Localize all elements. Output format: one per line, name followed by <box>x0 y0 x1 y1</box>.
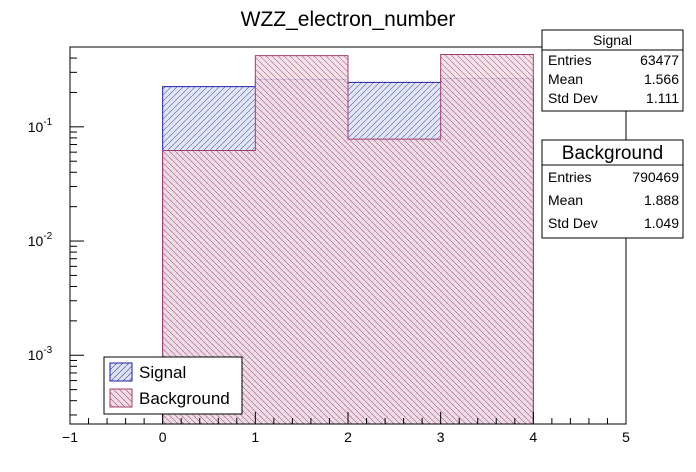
bar-background-1 <box>255 55 348 424</box>
stats-value: 790469 <box>632 169 679 185</box>
stats-label: Mean <box>548 71 583 87</box>
bar-background-3 <box>440 54 534 425</box>
x-tick-label: 3 <box>437 429 445 445</box>
x-tick-label: 0 <box>159 429 167 445</box>
stats-box-background: Background Entries 790469 Mean 1.888 Std Dev 1… <box>541 139 684 239</box>
stats-box-frame <box>541 139 684 239</box>
y-tick-label: 10-3 <box>28 345 53 363</box>
x-tick-label: 2 <box>344 429 352 445</box>
stats-label: Entries <box>548 169 592 185</box>
stats-box-title: Background <box>562 143 663 164</box>
stats-value: 1.111 <box>646 90 679 106</box>
legend: Signal Background <box>103 356 243 415</box>
legend-label-signal: Signal <box>139 363 186 382</box>
stats-value: 1.049 <box>644 215 679 231</box>
x-tick-label: 4 <box>529 429 537 445</box>
chart-title: WZZ_electron_number <box>241 8 456 31</box>
stats-value: 1.888 <box>644 192 679 208</box>
stats-label: Std Dev <box>548 215 598 231</box>
legend-label-background: Background <box>139 389 230 408</box>
stats-label: Mean <box>548 192 583 208</box>
x-tick-label: 1 <box>251 429 259 445</box>
bar-background-2 <box>348 139 441 424</box>
y-axis: 10-3 10-2 10-1 <box>28 46 84 416</box>
legend-swatch-background <box>109 388 133 408</box>
y-tick-label: 10-2 <box>28 231 53 249</box>
stats-value: 1.566 <box>644 71 679 87</box>
stats-value: 63477 <box>640 52 679 68</box>
stats-label: Entries <box>548 52 592 68</box>
x-tick-label: −1 <box>62 429 78 445</box>
y-tick-label: 10-1 <box>28 117 53 135</box>
stats-box-title: Signal <box>593 32 632 48</box>
stats-box-frame <box>541 29 684 112</box>
x-tick-label: 5 <box>622 429 630 445</box>
stats-label: Std Dev <box>548 90 598 106</box>
x-axis: −1 0 1 2 3 4 5 <box>62 412 630 445</box>
series-outline-background <box>162 53 534 424</box>
legend-swatch-signal <box>109 362 133 382</box>
